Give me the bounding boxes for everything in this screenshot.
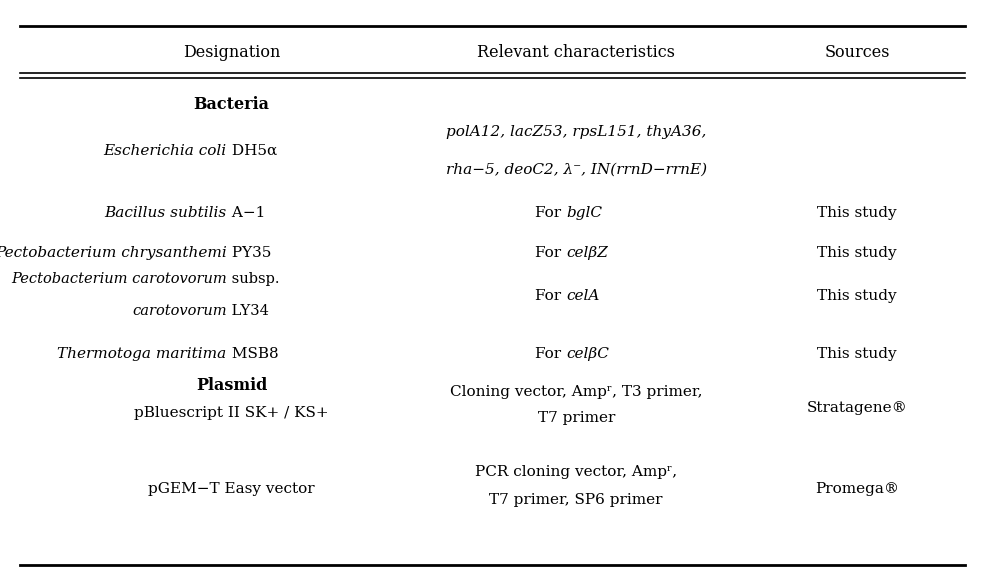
Text: Bacteria: Bacteria (193, 96, 270, 113)
Text: Pectobacterium carotovorum: Pectobacterium carotovorum (11, 272, 227, 286)
Text: This study: This study (818, 246, 896, 260)
Text: For: For (536, 289, 566, 303)
Text: polA12, lacZ53, rpsL151, thyA36,: polA12, lacZ53, rpsL151, thyA36, (446, 125, 706, 139)
Text: This study: This study (818, 206, 896, 220)
Text: subsp.: subsp. (227, 272, 279, 286)
Text: Plasmid: Plasmid (196, 377, 267, 394)
Text: celβC: celβC (566, 347, 610, 361)
Text: celA: celA (566, 289, 600, 303)
Text: For: For (536, 347, 566, 361)
Text: For: For (536, 246, 566, 260)
Text: This study: This study (818, 289, 896, 303)
Text: Escherichia coli: Escherichia coli (103, 144, 227, 158)
Text: Sources: Sources (824, 44, 889, 61)
Text: carotovorum: carotovorum (132, 304, 227, 318)
Text: bglC: bglC (566, 206, 603, 220)
Text: pGEM−T Easy vector: pGEM−T Easy vector (148, 482, 315, 496)
Text: Pectobacterium chrysanthemi: Pectobacterium chrysanthemi (0, 246, 227, 260)
Text: Relevant characteristics: Relevant characteristics (477, 44, 676, 61)
Text: Promega®: Promega® (815, 482, 899, 496)
Text: Designation: Designation (183, 44, 280, 61)
Text: This study: This study (818, 347, 896, 361)
Text: Stratagene®: Stratagene® (807, 401, 907, 415)
Text: MSB8: MSB8 (227, 347, 278, 361)
Text: T7 primer: T7 primer (538, 411, 615, 425)
Text: celβZ: celβZ (566, 246, 609, 260)
Text: PY35: PY35 (227, 246, 271, 260)
Text: For: For (536, 206, 566, 220)
Text: pBluescript II SK+ / KS+: pBluescript II SK+ / KS+ (134, 406, 329, 419)
Text: PCR cloning vector, Ampʳ,: PCR cloning vector, Ampʳ, (475, 465, 678, 479)
Text: Bacillus subtilis: Bacillus subtilis (104, 206, 227, 220)
Text: T7 primer, SP6 primer: T7 primer, SP6 primer (490, 493, 663, 507)
Text: A−1: A−1 (227, 206, 265, 220)
Text: rha−5, deoC2, λ⁻, IN(rrnD−rrnE): rha−5, deoC2, λ⁻, IN(rrnD−rrnE) (445, 163, 707, 177)
Text: Thermotoga maritima: Thermotoga maritima (57, 347, 227, 361)
Text: DH5α: DH5α (227, 144, 277, 158)
Text: Cloning vector, Ampʳ, T3 primer,: Cloning vector, Ampʳ, T3 primer, (450, 385, 702, 399)
Text: LY34: LY34 (227, 304, 269, 318)
